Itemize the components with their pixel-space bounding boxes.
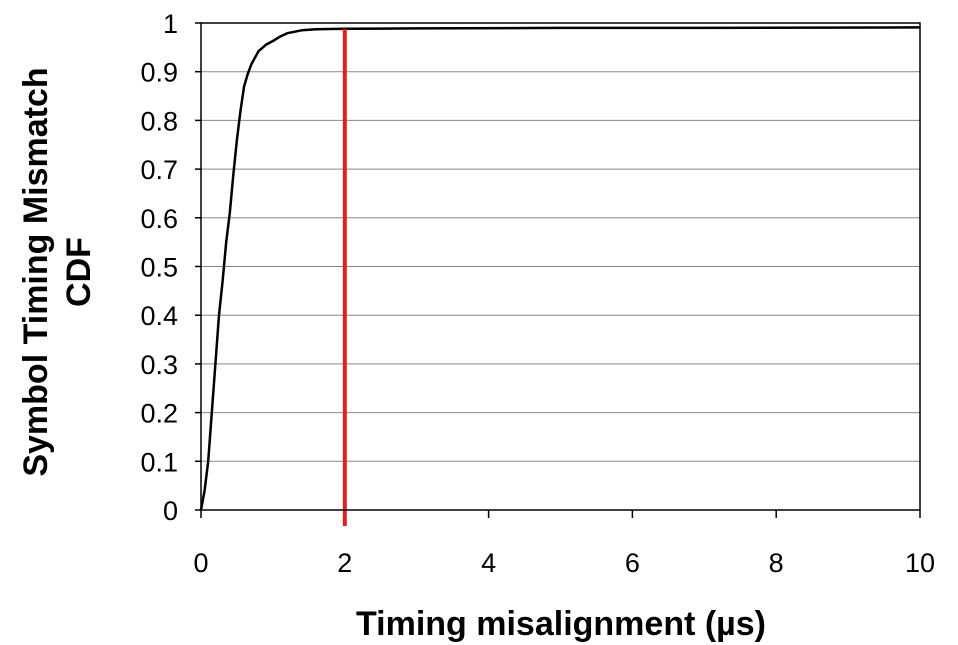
y-tick-label: 0.7: [140, 155, 178, 185]
y-tick-label: 0.9: [140, 58, 178, 88]
y-axis-title: Symbol Timing Mismatch CDF: [17, 67, 98, 476]
x-tick-label: 10: [905, 548, 935, 578]
y-tick-label: 0.2: [140, 399, 178, 429]
x-tick-label: 2: [337, 548, 352, 578]
y-tick-label: 0.5: [140, 253, 178, 283]
y-axis-title-line2: CDF: [60, 237, 98, 307]
plot-area-frame: [200, 22, 921, 511]
x-axis-tick-marks: [200, 510, 921, 518]
y-axis-tick-labels: 0 0.1 0.2 0.3 0.4 0.5 0.6 0.7 0.8 0.9 1: [140, 9, 178, 526]
y-tick-label: 0.8: [140, 106, 178, 136]
grid-lines: [195, 22, 920, 511]
y-axis-title-line1: Symbol Timing Mismatch: [17, 67, 55, 476]
x-tick-label: 6: [625, 548, 640, 578]
x-tick-label: 4: [481, 548, 496, 578]
y-tick-label: 0.3: [140, 350, 178, 380]
cdf-series-line: [199, 26, 921, 511]
x-axis-tick-labels: 0 2 4 6 8 10: [193, 548, 935, 578]
y-tick-label: 0.6: [140, 204, 178, 234]
y-tick-label: 0.4: [140, 301, 178, 331]
series-layer: [199, 26, 921, 511]
y-tick-label: 0.1: [140, 447, 178, 477]
y-tick-label: 0: [163, 496, 178, 526]
y-tick-label: 1: [163, 9, 178, 39]
x-tick-label: 8: [769, 548, 784, 578]
x-tick-label: 0: [193, 548, 208, 578]
x-axis-title: Timing misalignment (µs): [356, 605, 766, 643]
